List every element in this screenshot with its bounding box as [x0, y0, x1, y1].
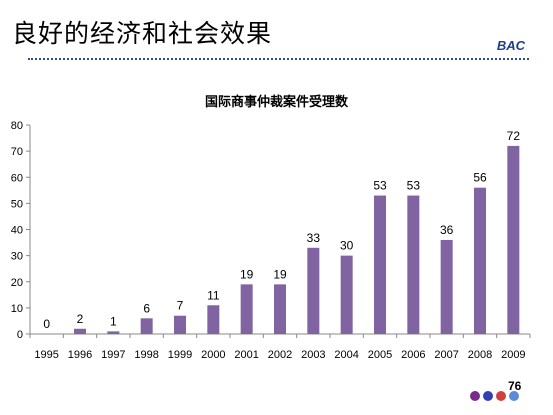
- nav-dot-3[interactable]: [509, 391, 519, 401]
- bar-1996: [74, 328, 86, 334]
- bar-2004: [340, 255, 353, 334]
- y-tick-label: 80: [11, 120, 23, 132]
- x-tick-label-1999: 1999: [168, 349, 192, 361]
- nav-dot-1[interactable]: [483, 391, 493, 401]
- bar-1997: [107, 331, 120, 334]
- y-tick-label: 70: [11, 146, 23, 158]
- x-tick-label-2005: 2005: [368, 349, 392, 361]
- bar-2006: [407, 195, 420, 334]
- y-tick-label: 0: [17, 329, 23, 341]
- y-tick-label: 50: [11, 198, 23, 210]
- data-label-2005: 53: [373, 179, 387, 193]
- x-tick-label-2003: 2003: [301, 349, 325, 361]
- data-label-1998: 6: [143, 301, 150, 315]
- x-tick-label-1996: 1996: [68, 349, 92, 361]
- data-label-2006: 53: [407, 179, 421, 193]
- data-label-2002: 19: [273, 267, 287, 281]
- data-label-2000: 11: [207, 288, 220, 302]
- bar-2007: [440, 239, 453, 334]
- nav-dots: [470, 391, 519, 401]
- logo: BAC: [496, 38, 525, 53]
- x-tick-label-2004: 2004: [334, 349, 358, 361]
- x-tick-label-2009: 2009: [501, 349, 525, 361]
- data-label-2008: 56: [473, 171, 487, 185]
- x-tick-label-1997: 1997: [101, 349, 125, 361]
- data-label-2007: 36: [440, 223, 454, 237]
- slide-title: 良好的经济和社会效果: [12, 19, 273, 48]
- data-label-1995: 0: [43, 317, 50, 331]
- y-tick-label: 20: [11, 277, 23, 289]
- x-tick-label-2001: 2001: [234, 349, 258, 361]
- chart-title: 国际商事仲裁案件受理数: [204, 95, 348, 110]
- bar-2003: [307, 247, 320, 334]
- bar-2009: [507, 145, 520, 334]
- title-divider: [28, 58, 529, 60]
- page-number: 76: [508, 379, 522, 393]
- bar-2001: [240, 284, 253, 334]
- data-label-1999: 7: [177, 299, 184, 313]
- y-tick-label: 30: [11, 251, 23, 263]
- data-label-2009: 72: [507, 129, 521, 143]
- nav-dot-0[interactable]: [470, 391, 480, 401]
- data-label-1996: 2: [77, 312, 84, 326]
- bar-2008: [474, 187, 486, 334]
- bar-1999: [174, 315, 186, 334]
- bar-2002: [274, 284, 286, 334]
- bar-2005: [374, 195, 386, 334]
- x-tick-label-2000: 2000: [201, 349, 225, 361]
- y-tick-label: 40: [11, 225, 23, 237]
- y-tick-label: 60: [11, 172, 23, 184]
- bar-1998: [140, 318, 153, 334]
- nav-dot-2[interactable]: [496, 391, 506, 401]
- x-tick-label-2002: 2002: [268, 349, 292, 361]
- x-tick-label-1995: 1995: [34, 349, 58, 361]
- x-tick-label-1998: 1998: [134, 349, 158, 361]
- x-tick-label-2007: 2007: [434, 349, 458, 361]
- x-tick-label-2006: 2006: [401, 349, 425, 361]
- data-label-2001: 19: [240, 267, 254, 281]
- y-tick-label: 10: [11, 303, 23, 315]
- bar-2000: [207, 305, 220, 334]
- x-tick-label-2008: 2008: [468, 349, 492, 361]
- data-label-1997: 1: [110, 314, 117, 328]
- data-label-2004: 30: [340, 239, 354, 253]
- data-label-2003: 33: [307, 231, 321, 245]
